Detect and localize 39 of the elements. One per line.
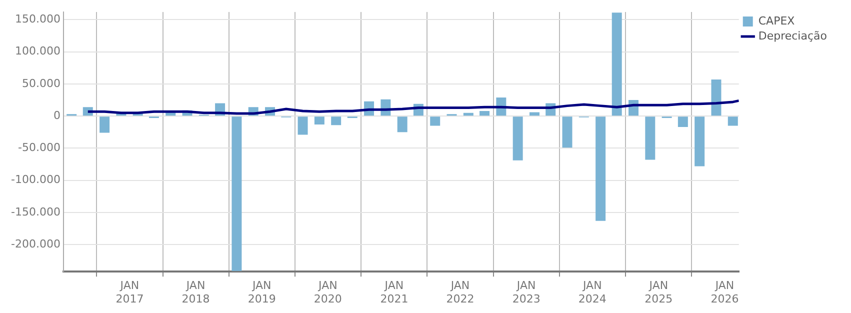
x-tick-label: JAN 2025 — [644, 279, 673, 306]
bar — [232, 116, 242, 271]
bar — [728, 116, 738, 126]
bar — [463, 112, 474, 116]
bar — [480, 110, 490, 116]
x-tick-label: JAN 2020 — [314, 279, 342, 306]
y-tick-label: 0 — [53, 108, 60, 122]
x-tick-label: JAN 2022 — [446, 279, 474, 306]
x-tick-label: JAN 2017 — [116, 279, 144, 306]
x-tick-label: JAN 2018 — [182, 279, 210, 306]
y-tick-label: -150.000 — [10, 205, 60, 218]
bar — [562, 116, 572, 148]
y-tick-label: -200.000 — [10, 237, 60, 250]
bar — [711, 79, 722, 116]
legend-label: Depreciação — [758, 29, 828, 42]
legend-label: CAPEX — [758, 14, 796, 28]
bar — [596, 116, 606, 221]
x-tick-label: JAN 2026 — [710, 279, 739, 306]
bar — [298, 116, 308, 135]
bar — [645, 116, 656, 160]
x-tick-label: JAN 2023 — [512, 279, 540, 306]
y-tick-label: 50.000 — [22, 76, 60, 90]
bar — [612, 12, 622, 116]
bar — [397, 116, 408, 132]
bar — [331, 116, 342, 126]
y-tick-label: -100.000 — [10, 173, 60, 186]
y-tick-label: -50.000 — [18, 141, 60, 154]
y-tick-label: 100.000 — [14, 44, 60, 58]
x-tick-label: JAN 2024 — [578, 279, 606, 306]
bar — [694, 116, 705, 166]
bar — [430, 116, 440, 126]
bar — [512, 116, 523, 160]
bar — [678, 116, 688, 128]
bar — [529, 112, 540, 116]
x-tick-label: JAN 2021 — [380, 279, 408, 306]
x-tick-label: JAN 2019 — [248, 279, 276, 306]
bar — [314, 116, 324, 124]
y-tick-label: 150.000 — [14, 12, 60, 26]
bar — [100, 116, 110, 133]
